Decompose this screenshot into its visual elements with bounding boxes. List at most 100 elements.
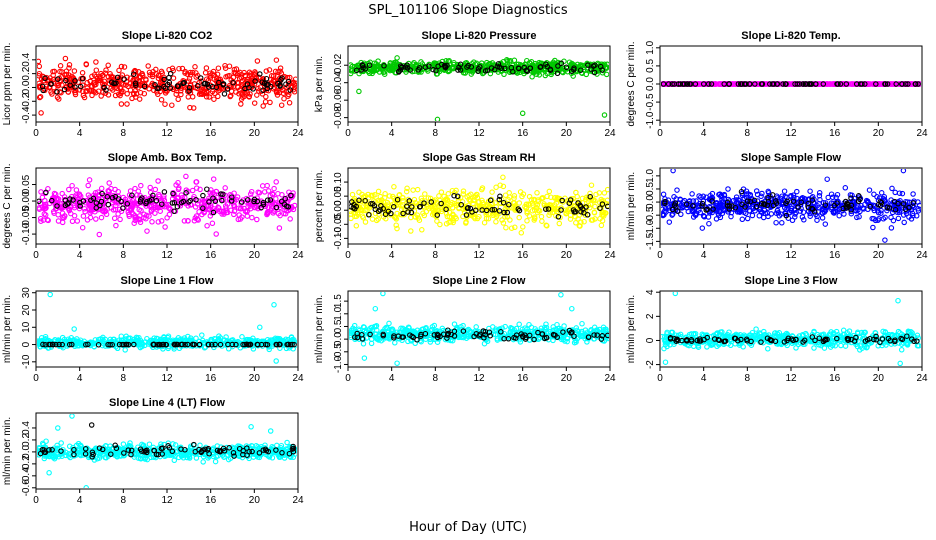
data-point bbox=[353, 223, 360, 229]
data-point bbox=[133, 82, 139, 88]
data-point bbox=[752, 81, 758, 87]
series-1 bbox=[662, 188, 917, 219]
data-point bbox=[187, 197, 194, 204]
data-point bbox=[161, 83, 167, 90]
data-point bbox=[208, 210, 215, 216]
data-point bbox=[686, 198, 693, 204]
data-point bbox=[273, 57, 280, 63]
data-point bbox=[155, 219, 162, 225]
data-point bbox=[159, 201, 165, 207]
data-point bbox=[200, 205, 206, 211]
data-point bbox=[437, 221, 443, 228]
data-point bbox=[534, 190, 540, 196]
data-point bbox=[147, 72, 153, 78]
data-point bbox=[806, 81, 812, 87]
data-point bbox=[840, 205, 846, 212]
data-point bbox=[910, 200, 917, 206]
data-point bbox=[596, 190, 603, 196]
data-point bbox=[59, 82, 65, 88]
data-point bbox=[404, 185, 410, 192]
data-point bbox=[237, 206, 244, 212]
data-point bbox=[115, 211, 121, 217]
data-point bbox=[83, 341, 89, 348]
data-point bbox=[220, 191, 226, 197]
data-point bbox=[162, 101, 168, 107]
y-tick-label: 0.0 bbox=[333, 332, 344, 346]
y-tick-label: -1.5 bbox=[645, 232, 656, 250]
data-point bbox=[400, 210, 406, 217]
data-point bbox=[831, 81, 838, 87]
data-point bbox=[211, 96, 217, 102]
data-point bbox=[263, 75, 270, 82]
data-point bbox=[449, 204, 456, 211]
data-point bbox=[57, 68, 63, 75]
data-point bbox=[551, 63, 558, 69]
data-point bbox=[505, 196, 511, 203]
data-point bbox=[108, 185, 114, 192]
data-point bbox=[692, 211, 698, 217]
x-tick-label: 12 bbox=[161, 373, 173, 384]
data-point bbox=[870, 202, 877, 209]
data-point bbox=[92, 79, 98, 86]
y-tick-label: -1.0 bbox=[333, 355, 344, 373]
data-point bbox=[202, 70, 209, 76]
x-tick-label: 20 bbox=[561, 128, 573, 139]
data-point bbox=[591, 324, 598, 331]
data-point bbox=[151, 341, 157, 348]
data-point bbox=[53, 205, 60, 212]
data-point bbox=[193, 213, 200, 219]
data-point bbox=[455, 67, 461, 73]
data-point bbox=[497, 193, 503, 200]
data-point bbox=[141, 83, 148, 90]
data-point bbox=[56, 96, 62, 102]
data-point bbox=[98, 198, 105, 205]
data-point bbox=[127, 206, 133, 213]
data-point bbox=[901, 219, 907, 226]
data-point bbox=[684, 81, 690, 87]
data-point bbox=[148, 207, 155, 213]
data-point bbox=[690, 203, 696, 209]
x-tick-label: 4 bbox=[77, 250, 83, 261]
data-point bbox=[425, 195, 432, 201]
data-point bbox=[273, 204, 280, 211]
x-tick-label: 20 bbox=[249, 250, 261, 261]
data-point bbox=[870, 224, 876, 231]
data-point bbox=[271, 185, 277, 192]
panel-title: Slope Line 2 Flow bbox=[433, 275, 526, 287]
data-point bbox=[141, 211, 147, 218]
data-point bbox=[672, 200, 679, 206]
data-point bbox=[277, 341, 283, 348]
data-point bbox=[443, 221, 450, 227]
data-point bbox=[65, 89, 71, 95]
data-point bbox=[382, 211, 389, 217]
series-1 bbox=[37, 186, 294, 216]
data-point bbox=[80, 198, 87, 204]
data-point bbox=[120, 205, 126, 211]
data-point bbox=[588, 182, 595, 188]
data-point bbox=[718, 192, 725, 199]
data-point bbox=[254, 58, 261, 64]
data-point bbox=[215, 65, 222, 71]
data-point bbox=[119, 72, 126, 78]
data-point bbox=[774, 208, 781, 214]
data-point bbox=[59, 341, 65, 348]
y-tick-label: -0.08 bbox=[333, 106, 344, 129]
data-point bbox=[744, 215, 751, 222]
data-point bbox=[37, 215, 44, 222]
data-point bbox=[118, 63, 125, 70]
data-point bbox=[399, 211, 405, 218]
data-point bbox=[53, 341, 59, 348]
data-point bbox=[521, 64, 528, 71]
data-point bbox=[41, 77, 48, 84]
data-point bbox=[483, 62, 489, 68]
data-point bbox=[798, 205, 804, 212]
data-point bbox=[197, 75, 204, 81]
data-point bbox=[130, 71, 137, 77]
data-point bbox=[906, 199, 913, 206]
data-point bbox=[556, 220, 563, 227]
data-point bbox=[146, 69, 153, 76]
x-tick-label: 12 bbox=[473, 373, 485, 384]
data-point bbox=[390, 201, 396, 207]
x-tick-label: 12 bbox=[785, 250, 797, 261]
